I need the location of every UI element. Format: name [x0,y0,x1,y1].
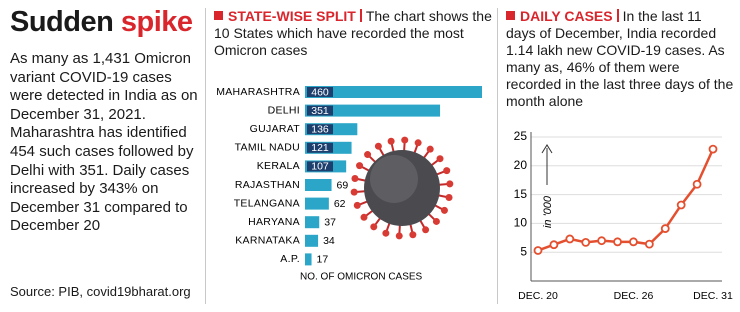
chart-title: STATE-WISE SPLIT The chart shows the 10 S… [214,8,494,59]
value-label-box [307,142,333,153]
chart-title: DAILY CASES In the last 11 days of Decemb… [506,8,734,110]
virus-spike-tip [436,155,444,163]
subtitle: The chart shows the 10 States which have… [214,8,492,58]
bar [305,86,482,98]
bar [305,197,329,210]
y-tick-label: 15 [514,187,528,201]
y-tick-label: HARYANA [248,216,300,228]
x-tick-label: DEC. 20 [518,290,558,302]
x-tick-label: DEC. 26 [614,290,654,302]
headline-word: spike [120,6,193,38]
point [629,237,638,247]
y-tick-label: GUJARAT [250,123,301,135]
value-label: 107 [311,161,329,173]
y-tick-label: 10 [514,216,528,230]
value-label: 136 [311,123,329,135]
virus-spike-tip [445,194,453,202]
y-tick-label: TELANGANA [234,197,300,209]
point [676,200,686,210]
y-tick-label: DELHI [268,104,300,116]
virus-spike-tip [443,167,451,175]
body-text: As many as 1,431 Omicron variant COVID-1… [10,50,198,235]
virus-spike-tip [395,232,403,240]
marker [214,11,223,20]
y-tick-label: 20 [514,158,528,172]
value-label-box [307,105,333,116]
divider [616,9,619,22]
point [692,179,702,189]
x-tick-label: DEC. 31 [693,290,733,302]
virus-spike-tip [414,139,422,147]
point [644,239,654,249]
value-label-box [307,87,333,97]
virus-spike-tip [351,174,359,182]
y-tick-label: RAJASTHAN [235,179,300,191]
point [565,234,575,244]
y-tick-label: KARNATAKA [235,235,300,247]
point [708,144,718,154]
y-tick-label: MAHARASHTRA [216,86,300,98]
value-label-box [307,161,333,172]
virus-spike-tip [401,136,409,144]
y-tick-label: TAMIL NADU [235,142,300,154]
virus-spike-tip [374,142,382,150]
separator [497,8,498,304]
marker [506,11,515,20]
virus-spike-tip [409,231,417,239]
point [597,236,607,246]
y-tick-label: A.P. [280,253,300,265]
headline: Sudden spike [10,6,193,39]
virus-spike-tip [360,213,368,221]
line [537,148,715,252]
divider [359,9,362,22]
point [533,246,543,255]
title: DAILY CASES [520,8,613,24]
subtitle: In the last 11 days of December, India r… [506,8,734,109]
bar [305,179,332,191]
y-axis-label: in '000 [542,195,554,228]
value-label: 37 [324,216,336,228]
virus-spike-tip [387,137,395,145]
headline-word: Sudden [10,6,114,38]
virus-spike-tip [426,145,434,153]
title: STATE-WISE SPLIT [228,8,356,24]
virus-spike-tip [356,162,364,170]
x-axis-label: NO. OF OMICRON CASES [300,272,423,283]
virus-spike-tip [382,229,390,237]
bar [305,253,312,266]
bar [305,216,320,229]
virus-shade [370,155,418,203]
y-tick-label: 25 [514,129,528,143]
value-label: 121 [311,142,329,154]
y-tick-label: KERALA [257,160,300,172]
virus-spike-tip [440,206,448,214]
bar [305,234,319,247]
virus-spike-tip [364,151,372,159]
source: Source: PIB, covid19bharat.org [10,284,191,299]
arrow-head [541,144,553,154]
point [613,237,622,247]
virus-spike-tip [370,223,378,231]
value-label: 351 [311,105,329,117]
value-label: 17 [317,254,329,266]
y-tick-label: 5 [520,244,527,258]
value-label: 69 [337,179,349,191]
virus-spike-tip [350,188,358,196]
virus-spike-tip [353,201,361,209]
value-label: 460 [311,86,329,98]
value-label: 62 [334,198,346,210]
virus-spike-tip [422,226,430,234]
bar [305,104,441,117]
point [549,240,559,250]
value-label: 34 [323,235,335,247]
point [581,238,591,247]
point [660,224,670,233]
separator [205,8,206,304]
virus-spike-tip [432,217,440,225]
virus-spike-tip [446,180,454,188]
value-label-box [307,124,333,135]
